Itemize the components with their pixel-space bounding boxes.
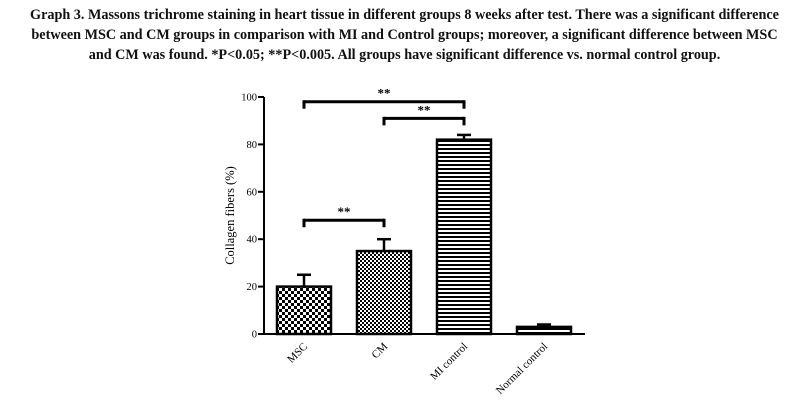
significance-label: **: [338, 204, 351, 219]
y-axis-label: Collagen fibers (%): [223, 166, 237, 265]
caption-line: and CM was found. *P<0.05; **P<0.005. Al…: [88, 47, 721, 63]
x-tick-label: MSC: [285, 341, 310, 366]
x-tick-label: MI control: [428, 341, 470, 383]
bar: [275, 285, 333, 336]
plot-area: 0 20 40 60 80 100 Collagen fibers (%) MSC CM MI c…: [223, 86, 585, 397]
caption-line: Graph 3. Massons trichrome staining in h…: [30, 7, 779, 23]
significance-label: **: [378, 86, 391, 101]
y-tick-label: 100: [241, 93, 257, 104]
caption-line: between MSC and CM groups in comparison …: [31, 27, 778, 43]
x-tick-label: Normal control: [494, 341, 550, 397]
y-tick-label: 60: [247, 187, 258, 198]
bar: [355, 249, 413, 336]
y-tick-label: 80: [247, 140, 258, 151]
y-tick-label: 40: [247, 235, 258, 246]
x-tick-label: CM: [370, 340, 391, 361]
bar: [435, 138, 493, 336]
bar: [515, 325, 573, 336]
y-tick-label: 20: [247, 282, 258, 293]
chart-caption: Graph 3. Massons trichrome staining in h…: [6, 5, 803, 65]
y-tick-label: 0: [252, 330, 257, 341]
significance-label: **: [418, 102, 431, 117]
